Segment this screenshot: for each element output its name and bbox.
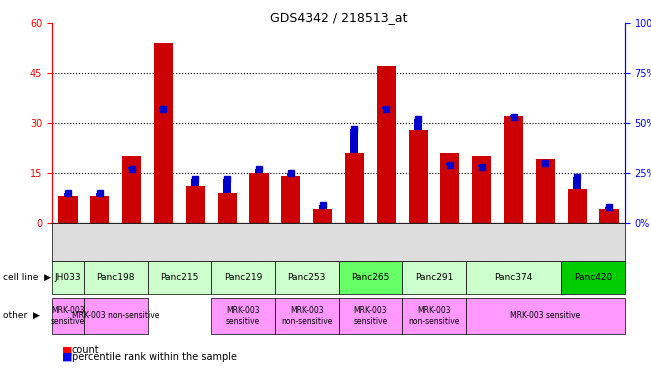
Bar — [96, 193, 104, 196]
Text: Panc253: Panc253 — [288, 273, 326, 282]
Bar — [255, 169, 263, 173]
Text: cell line  ▶: cell line ▶ — [3, 273, 51, 282]
Text: Panc219: Panc219 — [224, 273, 262, 282]
Bar — [536, 159, 555, 223]
Bar — [472, 156, 492, 223]
Text: MRK-003
sensitive: MRK-003 sensitive — [353, 306, 387, 326]
Bar — [510, 115, 518, 117]
Bar — [382, 107, 390, 109]
Bar — [478, 165, 486, 167]
Text: ■: ■ — [62, 352, 72, 362]
Bar — [440, 153, 460, 223]
Bar — [542, 161, 549, 163]
Text: Panc198: Panc198 — [96, 273, 135, 282]
Bar — [249, 173, 268, 223]
Bar — [217, 193, 237, 223]
Text: Panc374: Panc374 — [494, 273, 533, 282]
Bar — [414, 119, 422, 129]
Bar — [600, 209, 618, 223]
Bar — [350, 129, 359, 153]
Bar — [64, 193, 72, 196]
Bar — [287, 173, 295, 176]
Text: GDS4342 / 218513_at: GDS4342 / 218513_at — [270, 12, 408, 25]
Bar — [223, 179, 231, 193]
Bar — [154, 43, 173, 223]
Bar — [59, 196, 77, 223]
Bar — [191, 179, 199, 186]
Text: count: count — [72, 345, 99, 355]
Text: MRK-003
sensitive: MRK-003 sensitive — [226, 306, 260, 326]
Bar — [313, 209, 332, 223]
Bar — [409, 129, 428, 223]
Text: Panc420: Panc420 — [574, 273, 612, 282]
Bar — [128, 167, 135, 169]
Text: MRK-003 sensitive: MRK-003 sensitive — [510, 311, 581, 320]
Bar — [446, 163, 454, 165]
Bar — [186, 186, 205, 223]
Text: Panc215: Panc215 — [160, 273, 199, 282]
Text: MRK-003
non-sensitive: MRK-003 non-sensitive — [281, 306, 333, 326]
Text: MRK-003 non-sensitive: MRK-003 non-sensitive — [72, 311, 159, 320]
Text: Panc291: Panc291 — [415, 273, 453, 282]
Bar — [122, 156, 141, 223]
Text: JH033: JH033 — [55, 273, 81, 282]
Text: percentile rank within the sample: percentile rank within the sample — [72, 352, 236, 362]
Text: MRK-003
non-sensitive: MRK-003 non-sensitive — [408, 306, 460, 326]
Bar — [281, 176, 300, 223]
Text: MRK-003
sensitive: MRK-003 sensitive — [51, 306, 85, 326]
Bar — [159, 107, 167, 109]
Bar — [90, 196, 109, 223]
Text: Panc265: Panc265 — [351, 273, 389, 282]
Text: ■: ■ — [62, 345, 72, 355]
Bar — [574, 177, 581, 189]
Bar — [568, 189, 587, 223]
Bar — [504, 116, 523, 223]
Text: other  ▶: other ▶ — [3, 311, 40, 320]
Bar — [345, 153, 364, 223]
Bar — [605, 207, 613, 209]
Bar — [377, 66, 396, 223]
Bar — [318, 205, 327, 209]
